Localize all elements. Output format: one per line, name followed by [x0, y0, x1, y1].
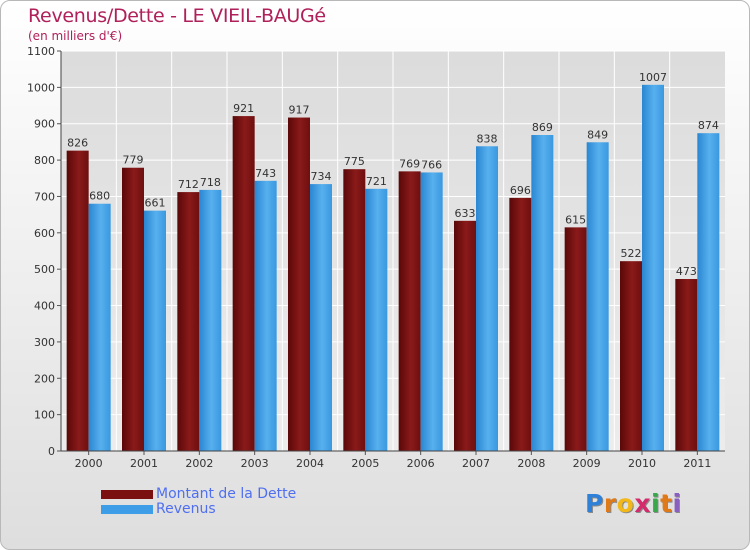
y-tick-label: 600 [34, 227, 55, 240]
value-label-dette-2011: 473 [676, 265, 697, 278]
value-label-dette-2001: 779 [123, 154, 144, 167]
bar-revenus-2010 [642, 84, 664, 452]
legend-swatch-revenus [101, 505, 153, 514]
logo-letter: P [585, 489, 604, 518]
bar-revenus-2011 [697, 133, 720, 451]
bar-revenus-2007 [476, 146, 498, 452]
bar-revenus-2009 [586, 142, 609, 452]
x-tick-label-2010: 2010 [628, 457, 656, 470]
bar-revenus-2005 [365, 188, 388, 451]
value-label-dette-2009: 615 [565, 213, 586, 226]
value-label-dette-2006: 769 [399, 157, 420, 170]
bar-dette-2004 [288, 117, 310, 451]
proxiti-logo: Proxiti [585, 489, 682, 518]
bar-revenus-2004 [310, 184, 332, 451]
y-tick-label: 800 [34, 154, 55, 167]
value-label-revenus-2011: 874 [698, 119, 719, 132]
value-label-dette-2005: 775 [344, 155, 365, 168]
x-tick-label-2003: 2003 [241, 457, 269, 470]
logo-letter: o [616, 489, 635, 518]
value-label-revenus-2003: 743 [255, 167, 276, 180]
y-tick-label: 1100 [27, 45, 55, 58]
logo-letter: x [634, 489, 651, 518]
bar-dette-2001 [122, 167, 144, 451]
legend-label-dette: Montant de la Dette [156, 486, 297, 502]
value-label-revenus-2009: 849 [587, 128, 608, 141]
y-tick-label: 200 [34, 372, 55, 385]
y-tick-label: 500 [34, 263, 55, 276]
bar-dette-2009 [564, 227, 587, 451]
legend-swatch-dette [101, 490, 153, 499]
y-tick-label: 1000 [27, 81, 55, 94]
value-label-dette-2003: 921 [233, 102, 254, 115]
bar-dette-2007 [454, 220, 476, 451]
chart-title: Revenus/Dette - LE VIEIL-BAUGé [28, 5, 326, 27]
x-tick-label-2008: 2008 [517, 457, 545, 470]
value-label-dette-2000: 826 [67, 137, 88, 150]
bar-revenus-2006 [420, 172, 443, 452]
bar-revenus-2002 [199, 189, 222, 451]
value-label-dette-2008: 696 [510, 184, 531, 197]
logo-letter: i [672, 489, 682, 518]
bar-dette-2011 [675, 279, 698, 451]
value-label-revenus-2000: 680 [89, 190, 110, 203]
value-label-dette-2002: 712 [178, 178, 199, 191]
logo-letter: i [651, 489, 661, 518]
value-label-dette-2004: 917 [289, 104, 310, 117]
y-tick-label: 400 [34, 300, 55, 313]
x-tick-label-2001: 2001 [130, 457, 158, 470]
value-label-revenus-2008: 869 [532, 121, 553, 134]
value-label-revenus-2004: 734 [311, 170, 332, 183]
y-tick-label: 700 [34, 190, 55, 203]
value-label-revenus-2002: 718 [200, 176, 221, 189]
bar-dette-2002 [177, 192, 200, 451]
legend-label-revenus: Revenus [156, 501, 216, 517]
y-tick-label: 300 [34, 336, 55, 349]
x-tick-label-2004: 2004 [296, 457, 324, 470]
y-tick-label: 0 [48, 445, 55, 458]
x-tick-label-2009: 2009 [573, 457, 601, 470]
bar-revenus-2008 [531, 135, 554, 451]
value-label-revenus-2006: 766 [421, 158, 442, 171]
x-tick-label-2002: 2002 [185, 457, 213, 470]
value-label-dette-2010: 522 [621, 247, 642, 260]
bar-revenus-2000 [88, 203, 111, 451]
bar-dette-2000 [66, 150, 89, 452]
x-tick-label-2006: 2006 [407, 457, 435, 470]
bar-dette-2010 [620, 261, 642, 451]
y-tick-label: 100 [34, 409, 55, 422]
y-tick-label: 900 [34, 118, 55, 131]
value-label-revenus-2010: 1007 [639, 71, 667, 84]
value-label-revenus-2005: 721 [366, 175, 387, 188]
value-label-revenus-2007: 838 [477, 132, 498, 145]
x-tick-label-2005: 2005 [351, 457, 379, 470]
logo-letter: t [660, 489, 673, 518]
x-tick-label-2000: 2000 [75, 457, 103, 470]
x-tick-label-2007: 2007 [462, 457, 490, 470]
value-label-revenus-2001: 661 [145, 197, 166, 210]
logo-letter: r [603, 489, 617, 518]
bar-revenus-2001 [144, 210, 166, 451]
x-tick-label-2011: 2011 [683, 457, 711, 470]
bar-dette-2006 [398, 171, 421, 451]
bar-dette-2008 [509, 197, 532, 451]
bar-dette-2005 [343, 169, 366, 451]
bar-revenus-2003 [254, 180, 277, 451]
bar-dette-2003 [232, 116, 255, 451]
value-label-dette-2007: 633 [455, 207, 476, 220]
chart-subtitle: (en milliers d'€) [28, 29, 123, 43]
